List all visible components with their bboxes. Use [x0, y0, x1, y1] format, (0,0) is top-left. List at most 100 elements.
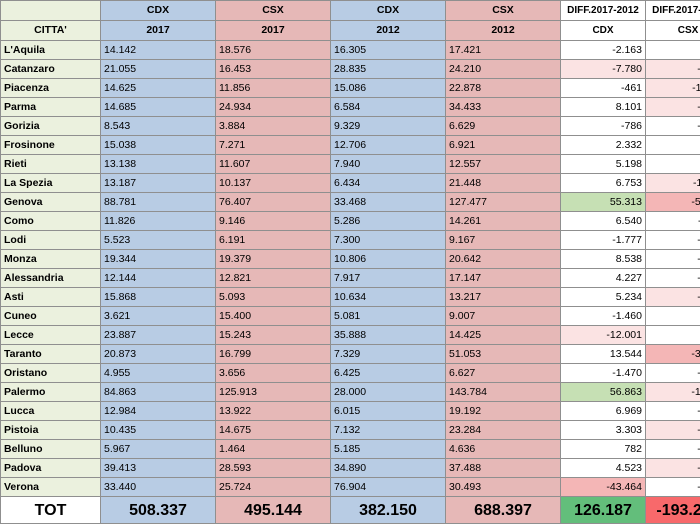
cdx-2017-cell[interactable]: 84.863 — [101, 383, 216, 402]
cdx-2012-cell[interactable]: 33.468 — [331, 193, 446, 212]
total-csx-2017[interactable]: 495.144 — [216, 497, 331, 524]
csx-2017-cell[interactable]: 15.243 — [216, 326, 331, 345]
diff-cdx-cell[interactable]: 56.863 — [561, 383, 646, 402]
csx-2017-cell[interactable]: 11.856 — [216, 79, 331, 98]
cdx-2017-cell[interactable]: 33.440 — [101, 478, 216, 497]
csx-2017-cell[interactable]: 7.271 — [216, 136, 331, 155]
city-cell[interactable]: Asti — [1, 288, 101, 307]
cdx-2017-cell[interactable]: 4.955 — [101, 364, 216, 383]
csx-2017-cell[interactable]: 16.453 — [216, 60, 331, 79]
csx-2012-cell[interactable]: 6.921 — [446, 136, 561, 155]
diff-csx-cell[interactable]: -8.609 — [646, 421, 700, 440]
cdx-2012-cell[interactable]: 5.286 — [331, 212, 446, 231]
diff-cdx-cell[interactable]: -12.001 — [561, 326, 646, 345]
city-cell[interactable]: Lodi — [1, 231, 101, 250]
cdx-2017-cell[interactable]: 3.621 — [101, 307, 216, 326]
cdx-2012-cell[interactable]: 35.888 — [331, 326, 446, 345]
csx-2012-cell[interactable]: 30.493 — [446, 478, 561, 497]
city-cell[interactable]: Taranto — [1, 345, 101, 364]
diff-csx-cell[interactable]: -7.757 — [646, 60, 700, 79]
city-cell[interactable]: Padova — [1, 459, 101, 478]
city-cell[interactable]: Alessandria — [1, 269, 101, 288]
cdx-2012-cell[interactable]: 6.425 — [331, 364, 446, 383]
city-cell[interactable]: Pistoia — [1, 421, 101, 440]
csx-2017-cell[interactable]: 19.379 — [216, 250, 331, 269]
total-cdx-2012[interactable]: 382.150 — [331, 497, 446, 524]
diff-cdx-cell[interactable]: 6.540 — [561, 212, 646, 231]
diff-cdx-cell[interactable]: 13.544 — [561, 345, 646, 364]
cdx-2012-cell[interactable]: 16.305 — [331, 41, 446, 60]
csx-2012-cell[interactable]: 14.261 — [446, 212, 561, 231]
cdx-2012-cell[interactable]: 15.086 — [331, 79, 446, 98]
diff-csx-cell[interactable]: -34.254 — [646, 345, 700, 364]
cdx-2012-cell[interactable]: 7.329 — [331, 345, 446, 364]
cdx-2012-cell[interactable]: 6.434 — [331, 174, 446, 193]
diff-cdx-cell[interactable]: 2.332 — [561, 136, 646, 155]
csx-2017-cell[interactable]: 76.407 — [216, 193, 331, 212]
cdx-2017-cell[interactable]: 8.543 — [101, 117, 216, 136]
cdx-2012-cell[interactable]: 7.132 — [331, 421, 446, 440]
diff-csx-cell[interactable]: -2.971 — [646, 364, 700, 383]
diff-cdx-cell[interactable]: 5.198 — [561, 155, 646, 174]
csx-2012-cell[interactable]: 51.053 — [446, 345, 561, 364]
diff-csx-cell[interactable]: -5.270 — [646, 402, 700, 421]
city-cell[interactable]: Monza — [1, 250, 101, 269]
csx-2017-cell[interactable]: 16.799 — [216, 345, 331, 364]
diff-csx-cell[interactable]: -9.499 — [646, 98, 700, 117]
csx-2012-cell[interactable]: 37.488 — [446, 459, 561, 478]
csx-2017-cell[interactable]: 125.913 — [216, 383, 331, 402]
csx-2012-cell[interactable]: 14.425 — [446, 326, 561, 345]
csx-2017-cell[interactable]: 14.675 — [216, 421, 331, 440]
csx-2017-cell[interactable]: 9.146 — [216, 212, 331, 231]
cdx-2012-cell[interactable]: 6.015 — [331, 402, 446, 421]
diff-cdx-cell[interactable]: 5.234 — [561, 288, 646, 307]
cdx-2017-cell[interactable]: 20.873 — [101, 345, 216, 364]
csx-2012-cell[interactable]: 4.636 — [446, 440, 561, 459]
total-diff-csx[interactable]: -193.253 — [646, 497, 700, 524]
cdx-2017-cell[interactable]: 14.625 — [101, 79, 216, 98]
cdx-2012-cell[interactable]: 7.940 — [331, 155, 446, 174]
city-cell[interactable]: Catanzaro — [1, 60, 101, 79]
diff-cdx-cell[interactable]: -1.470 — [561, 364, 646, 383]
city-cell[interactable]: Frosinone — [1, 136, 101, 155]
diff-cdx-cell[interactable]: 6.969 — [561, 402, 646, 421]
csx-2012-cell[interactable]: 20.642 — [446, 250, 561, 269]
diff-csx-cell[interactable]: 1.155 — [646, 41, 700, 60]
diff-cdx-cell[interactable]: -7.780 — [561, 60, 646, 79]
diff-csx-cell[interactable]: -950 — [646, 155, 700, 174]
diff-cdx-cell[interactable]: 3.303 — [561, 421, 646, 440]
cdx-2017-cell[interactable]: 39.413 — [101, 459, 216, 478]
city-cell[interactable]: Como — [1, 212, 101, 231]
csx-2017-cell[interactable]: 5.093 — [216, 288, 331, 307]
city-cell[interactable]: Rieti — [1, 155, 101, 174]
diff-cdx-cell[interactable]: 55.313 — [561, 193, 646, 212]
diff-csx-cell[interactable]: 818 — [646, 326, 700, 345]
cdx-2017-cell[interactable]: 5.967 — [101, 440, 216, 459]
csx-2012-cell[interactable]: 6.627 — [446, 364, 561, 383]
cdx-2017-cell[interactable]: 23.887 — [101, 326, 216, 345]
diff-cdx-cell[interactable]: -786 — [561, 117, 646, 136]
csx-2012-cell[interactable]: 17.421 — [446, 41, 561, 60]
cdx-2017-cell[interactable]: 15.038 — [101, 136, 216, 155]
csx-2012-cell[interactable]: 12.557 — [446, 155, 561, 174]
diff-csx-cell[interactable]: -2.745 — [646, 117, 700, 136]
cdx-2017-cell[interactable]: 88.781 — [101, 193, 216, 212]
diff-csx-cell[interactable]: 350 — [646, 136, 700, 155]
diff-cdx-cell[interactable]: -2.163 — [561, 41, 646, 60]
diff-csx-cell[interactable]: -2.976 — [646, 231, 700, 250]
cdx-2017-cell[interactable]: 13.138 — [101, 155, 216, 174]
city-cell[interactable]: Gorizia — [1, 117, 101, 136]
csx-2017-cell[interactable]: 11.607 — [216, 155, 331, 174]
total-cdx-2017[interactable]: 508.337 — [101, 497, 216, 524]
diff-cdx-cell[interactable]: 4.227 — [561, 269, 646, 288]
csx-2017-cell[interactable]: 13.922 — [216, 402, 331, 421]
cdx-2012-cell[interactable]: 5.185 — [331, 440, 446, 459]
cdx-2012-cell[interactable]: 28.835 — [331, 60, 446, 79]
city-cell[interactable]: Verona — [1, 478, 101, 497]
cdx-2012-cell[interactable]: 5.081 — [331, 307, 446, 326]
diff-csx-cell[interactable]: -5.115 — [646, 212, 700, 231]
cdx-2012-cell[interactable]: 10.634 — [331, 288, 446, 307]
csx-2012-cell[interactable]: 23.284 — [446, 421, 561, 440]
city-cell[interactable]: L'Aquila — [1, 41, 101, 60]
diff-csx-cell[interactable]: 6.393 — [646, 307, 700, 326]
